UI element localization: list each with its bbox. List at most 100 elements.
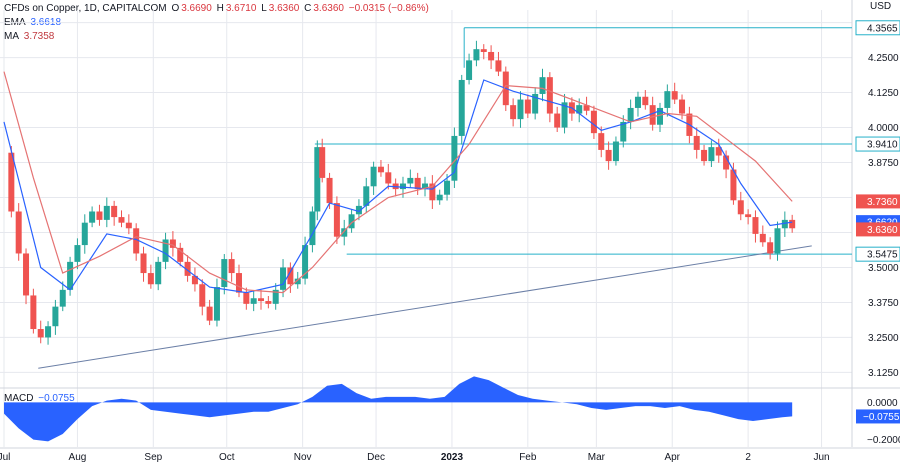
candle-body [111,205,118,218]
candle-body [294,278,301,285]
candle-body [287,267,294,285]
macd-tick-label: −0.2000 [867,435,900,446]
candle-body [302,245,309,279]
macd-tag-label: −0.0755 [863,412,900,423]
macd-tick-label: 0.0000 [867,398,898,409]
candle-body [657,107,663,125]
ma-line [3,71,793,294]
symbol-label: CFDs on Copper, 1D, CAPITALCOM [4,3,167,14]
candle-body [250,298,257,304]
candle-body [96,211,103,220]
price-tick-label: 3.8750 [868,158,899,169]
level-tag-label: 4.3565 [867,23,898,34]
candle-body [280,267,287,290]
ma-value: 3.7358 [23,31,55,42]
candle-body [147,273,154,285]
candle-body [466,60,473,80]
price-tag-label: 3.7360 [867,197,898,208]
open-label: O [171,3,180,14]
candle-body [444,180,451,195]
price-tick-label: 3.5000 [868,263,899,274]
ema-line [3,79,793,294]
candle-body [436,194,443,201]
candle-body [309,211,316,246]
candle-body [199,284,206,307]
candle-body [125,222,132,229]
candle-body [745,214,752,218]
candle-body [272,289,279,304]
ma-legend[interactable]: MA 3.7358 [4,31,56,43]
close-value: 3.6360 [313,3,344,14]
time-tick-label: Aug [69,452,87,463]
time-tick-label: Oct [219,452,235,463]
candle-body [30,295,37,330]
candle-body [228,259,235,274]
level-tag [855,20,900,36]
candle-body [480,49,487,52]
price-tick-label: 4.2500 [868,53,899,64]
macd-label: MACD [4,393,34,404]
candle-body [221,259,228,288]
candle-body [620,121,627,142]
candle-body [326,177,333,204]
macd-legend[interactable]: MACD −0.0755 [4,393,77,405]
candle-body [103,205,110,220]
candle-body [385,172,392,184]
candle-body [363,186,370,206]
candle-body [184,261,191,276]
candle-body [265,301,272,304]
candle-body [598,133,605,150]
price-tick-label: 3.3750 [868,298,899,309]
candle-body [583,105,590,111]
candle-body [649,105,656,125]
candle-body [314,147,321,212]
candle-body [730,169,737,201]
candle-body [59,289,66,307]
candle-body [23,253,30,296]
chart-legend-ohlc: CFDs on Copper, 1D, CAPITALCOM O 3.6690 H… [4,3,431,15]
candle-body [429,183,436,201]
candle-body [377,166,384,173]
candle-body [789,219,796,229]
candle-body [612,141,619,162]
candle-body [407,177,414,184]
candle-body [319,147,326,178]
candle-body [517,99,524,120]
close-label: C [304,3,312,14]
candle-body [333,203,340,237]
price-tick-label: 4.0000 [868,123,899,134]
candle-body [693,135,700,150]
candle-body [510,105,517,120]
candle-body [781,219,788,229]
candle-body [177,247,184,262]
time-tick-label: Dec [367,452,385,463]
candle-body [45,326,52,338]
candle-body [74,245,81,262]
candle-body [140,253,147,274]
candle-body [495,60,502,72]
candle-body [774,228,781,254]
time-tick-label: Sep [144,452,162,463]
level-tag-label: 3.9410 [867,140,898,151]
open-value: 3.6690 [181,3,212,14]
candle-body [370,166,377,187]
time-tick-label: Mar [588,452,606,463]
time-tick-label: 2 [745,452,751,463]
candle-body [258,298,265,302]
candle-body [752,217,759,234]
macd-tag [856,409,900,424]
low-value: 3.6360 [268,3,300,14]
candle-body [243,292,250,304]
candle-body [524,99,531,114]
candle-body [52,306,59,327]
candle-body [169,239,176,248]
change-value: −0.0315 (−0.86%) [348,3,429,14]
candle-body [8,152,15,212]
candle-body [708,147,715,162]
candle-body [15,211,22,254]
time-tick-label: Apr [664,452,680,463]
price-tag [856,222,900,237]
candle-body [664,91,671,108]
candle-body [341,228,348,237]
